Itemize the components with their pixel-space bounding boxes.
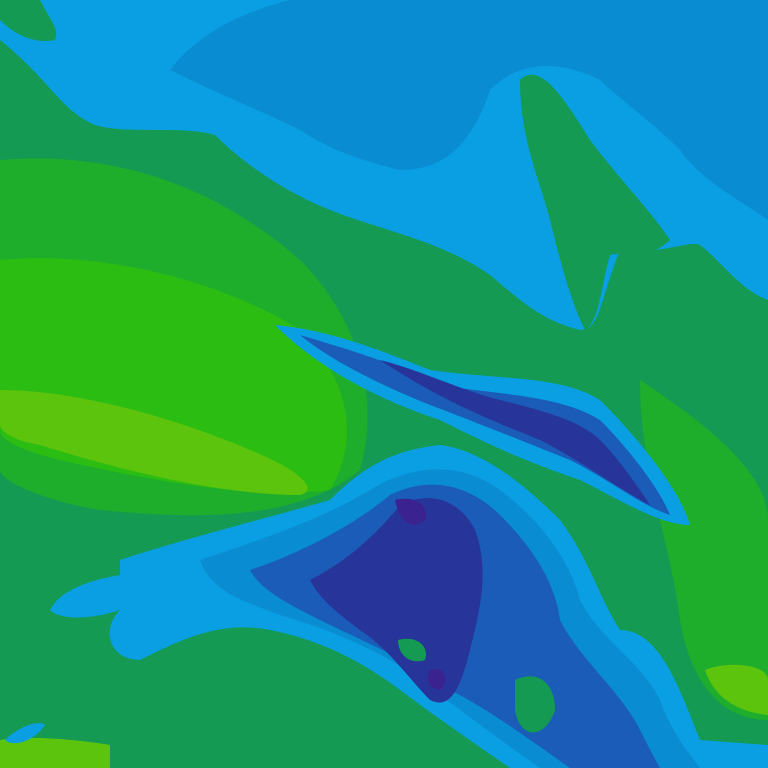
north-shade [170, 0, 768, 220]
valley-patch-2 [398, 638, 426, 662]
plain-highlight [0, 390, 308, 495]
southwest-lake [5, 723, 45, 744]
summit-2 [427, 669, 446, 690]
ridge-peak [380, 360, 650, 505]
valley-patch [515, 676, 555, 733]
summit [395, 498, 426, 525]
southwest-highlight [0, 737, 110, 768]
east-highlight [705, 664, 768, 715]
ridge-core [300, 335, 670, 515]
south-peaks [310, 498, 483, 703]
peninsula [520, 74, 670, 331]
east-green [640, 380, 768, 720]
northwest-green [0, 0, 57, 41]
